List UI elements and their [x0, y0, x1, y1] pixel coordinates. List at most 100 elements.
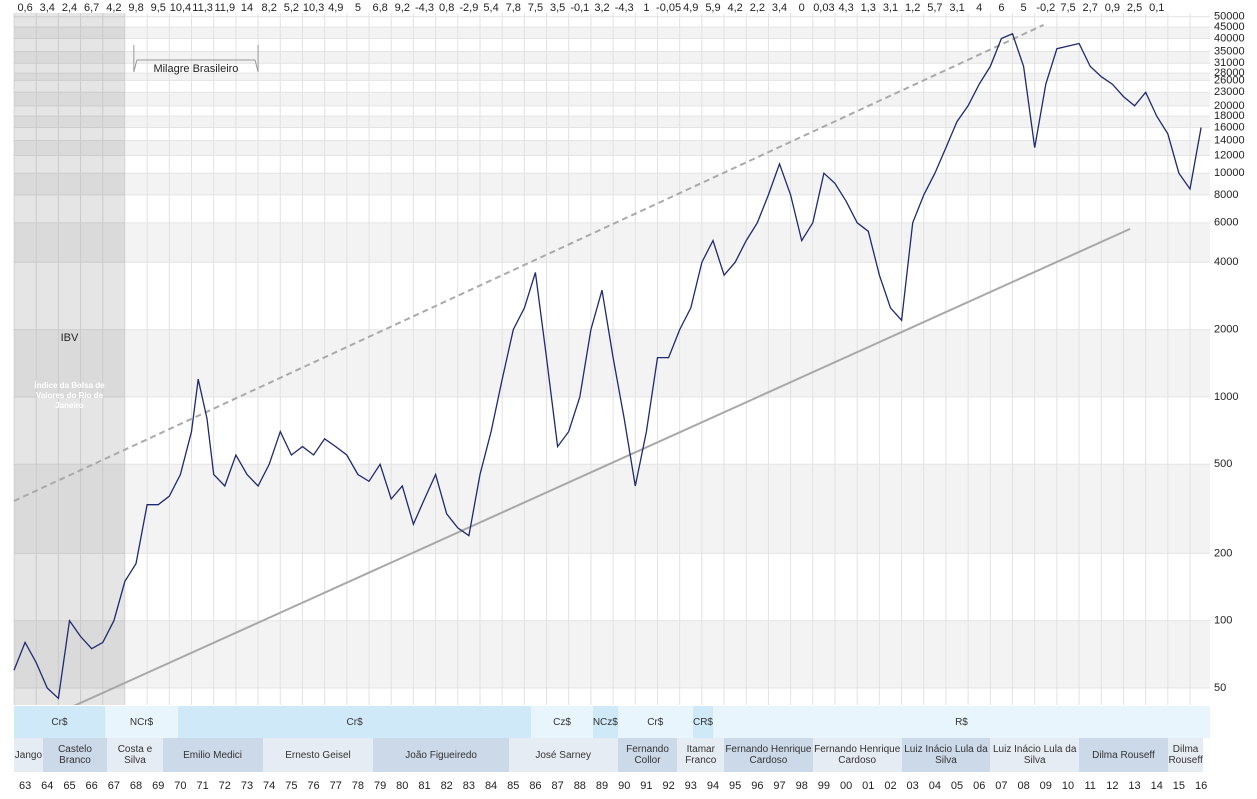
- x-tick-label: 64: [41, 780, 53, 792]
- gdp-growth-label: 0,1: [1149, 2, 1164, 14]
- gdp-growth-label: -0,1: [570, 2, 589, 14]
- y-tick-label: 20000: [1214, 100, 1245, 112]
- gdp-growth-label: 1,3: [861, 2, 876, 14]
- gdp-growth-label: 3,1: [883, 2, 898, 14]
- gdp-growth-label: 3,4: [772, 2, 787, 14]
- gdp-growth-label: 6,7: [84, 2, 99, 14]
- gdp-growth-label: 4,2: [106, 2, 121, 14]
- annotation-bracket: [133, 45, 259, 73]
- gdp-growth-label: -2,9: [459, 2, 478, 14]
- x-tick-label: 07: [995, 780, 1007, 792]
- x-tick-label: 09: [1040, 780, 1052, 792]
- gdp-growth-label: 10,3: [303, 2, 324, 14]
- x-tick-label: 95: [729, 780, 741, 792]
- x-tick-label: 97: [773, 780, 785, 792]
- x-tick-label: 04: [929, 780, 941, 792]
- x-tick-label: 88: [574, 780, 586, 792]
- x-tick-label: 71: [196, 780, 208, 792]
- gdp-growth-label: 11,3: [192, 2, 213, 14]
- gdp-growth-label: 3,4: [40, 2, 55, 14]
- grid-band: [14, 620, 1210, 689]
- x-tick-label: 05: [951, 780, 963, 792]
- gdp-growth-label: 6,8: [372, 2, 387, 14]
- gdp-growth-label: 0,9: [1105, 2, 1120, 14]
- x-tick-label: 79: [374, 780, 386, 792]
- y-tick-label: 14000: [1214, 134, 1245, 146]
- x-tick-label: 76: [307, 780, 319, 792]
- gdp-growth-label: 1: [643, 2, 649, 14]
- y-tick-label: 50000: [1214, 11, 1245, 23]
- x-tick-label: 03: [907, 780, 919, 792]
- y-tick-label: 10000: [1214, 167, 1245, 179]
- gdp-growth-label: 1,2: [905, 2, 920, 14]
- gdp-growth-label: 6: [998, 2, 1004, 14]
- gdp-growth-label: 7,8: [506, 2, 521, 14]
- y-tick-label: 18000: [1214, 110, 1245, 122]
- x-tick-label: 14: [1151, 780, 1163, 792]
- gdp-growth-label: 5,4: [483, 2, 498, 14]
- gdp-growth-label: 5,9: [705, 2, 720, 14]
- trend-line: [73, 227, 1131, 705]
- grid-band: [14, 92, 1210, 106]
- x-tick-label: 73: [241, 780, 253, 792]
- ibv-period: [14, 13, 125, 705]
- grid-band: [14, 51, 1210, 64]
- grid-band: [14, 116, 1210, 128]
- x-tick-label: 87: [552, 780, 564, 792]
- x-tick-label: 74: [263, 780, 275, 792]
- y-tick-label: 200: [1214, 547, 1232, 559]
- gdp-growth-label: -0,2: [1036, 2, 1055, 14]
- x-tick-label: 67: [108, 780, 120, 792]
- gdp-growth-label: 9,8: [128, 2, 143, 14]
- grid-band: [14, 222, 1210, 263]
- gdp-growth-label: 2,2: [750, 2, 765, 14]
- gdp-growth-label: 5: [355, 2, 361, 14]
- x-tick-label: 81: [418, 780, 430, 792]
- x-tick-label: 77: [330, 780, 342, 792]
- grid-band: [14, 464, 1210, 554]
- grid-band: [14, 73, 1210, 81]
- y-tick-label: 100: [1214, 615, 1232, 627]
- x-tick-label: 15: [1173, 780, 1185, 792]
- gdp-growth-label: 4,3: [838, 2, 853, 14]
- x-tick-label: 72: [219, 780, 231, 792]
- x-tick-label: 89: [596, 780, 608, 792]
- y-tick-label: 16000: [1214, 121, 1245, 133]
- gdp-growth-label: 5,7: [927, 2, 942, 14]
- gdp-growth-label: 4,9: [328, 2, 343, 14]
- x-tick-label: 99: [818, 780, 830, 792]
- y-tick-label: 35000: [1214, 45, 1245, 57]
- gdp-growth-label: 0,6: [17, 2, 32, 14]
- gdp-growth-label: 3,2: [594, 2, 609, 14]
- gdp-growth-label: 5,2: [284, 2, 299, 14]
- y-tick-label: 1000: [1214, 391, 1238, 403]
- grid-band: [14, 27, 1210, 39]
- x-tick-label: 63: [19, 780, 31, 792]
- x-tick-label: 78: [352, 780, 364, 792]
- gdp-growth-label: 4,9: [683, 2, 698, 14]
- y-tick-label: 4000: [1214, 256, 1238, 268]
- y-tick-label: 40000: [1214, 32, 1245, 44]
- x-tick-label: 98: [796, 780, 808, 792]
- gdp-growth-label: 14: [241, 2, 253, 14]
- grid-band: [14, 329, 1210, 397]
- gdp-growth-label: 2,5: [1127, 2, 1142, 14]
- gdp-growth-label: 5: [1021, 2, 1027, 14]
- y-tick-label: 45000: [1214, 21, 1245, 33]
- gdp-growth-label: 9,2: [395, 2, 410, 14]
- y-tick-label: 12000: [1214, 149, 1245, 161]
- x-tick-label: 66: [86, 780, 98, 792]
- gdp-growth-label: 11,9: [215, 2, 236, 14]
- gdp-growth-label: 0,8: [439, 2, 454, 14]
- x-tick-label: 13: [1128, 780, 1140, 792]
- y-tick-label: 23000: [1214, 86, 1245, 98]
- gdp-growth-label: -4,3: [415, 2, 434, 14]
- x-tick-label: 06: [973, 780, 985, 792]
- x-tick-label: 00: [840, 780, 852, 792]
- gdp-growth-label: 2,4: [62, 2, 77, 14]
- gdp-growth-label: 2,7: [1083, 2, 1098, 14]
- x-tick-label: 08: [1017, 780, 1029, 792]
- x-tick-label: 70: [174, 780, 186, 792]
